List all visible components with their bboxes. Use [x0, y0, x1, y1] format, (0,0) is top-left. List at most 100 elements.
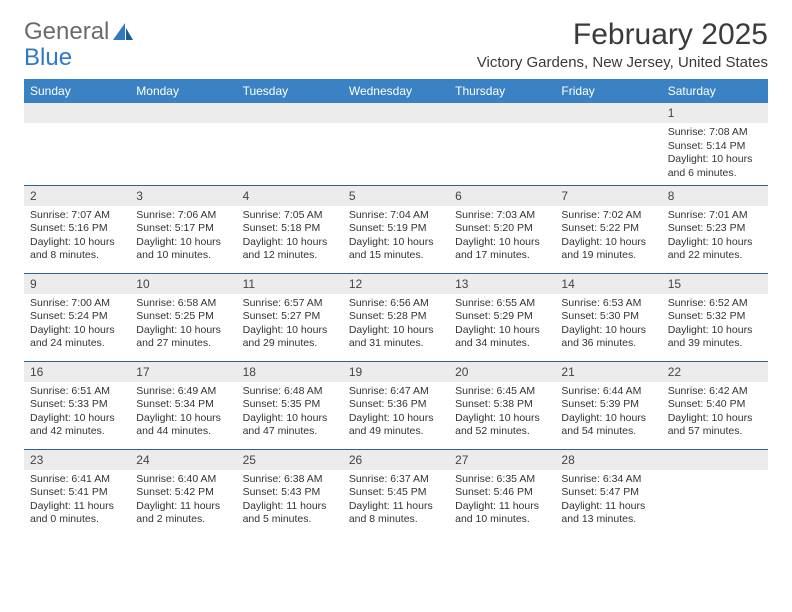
calendar-cell: 11Sunrise: 6:57 AMSunset: 5:27 PMDayligh… [237, 273, 343, 361]
calendar-cell: 19Sunrise: 6:47 AMSunset: 5:36 PMDayligh… [343, 361, 449, 449]
calendar-week-row: 2Sunrise: 7:07 AMSunset: 5:16 PMDaylight… [24, 185, 768, 273]
day-details: Sunrise: 6:40 AMSunset: 5:42 PMDaylight:… [130, 470, 236, 532]
month-title: February 2025 [477, 18, 768, 52]
day-details: Sunrise: 6:55 AMSunset: 5:29 PMDaylight:… [449, 294, 555, 356]
day-number: 12 [343, 274, 449, 294]
day-details: Sunrise: 6:41 AMSunset: 5:41 PMDaylight:… [24, 470, 130, 532]
calendar-cell [24, 103, 130, 185]
calendar-cell: 28Sunrise: 6:34 AMSunset: 5:47 PMDayligh… [555, 449, 661, 537]
calendar-week-row: 9Sunrise: 7:00 AMSunset: 5:24 PMDaylight… [24, 273, 768, 361]
calendar-cell: 26Sunrise: 6:37 AMSunset: 5:45 PMDayligh… [343, 449, 449, 537]
calendar-cell [662, 449, 768, 537]
day-header: Tuesday [237, 79, 343, 103]
day-number-empty [343, 103, 449, 123]
day-number: 13 [449, 274, 555, 294]
day-details: Sunrise: 6:42 AMSunset: 5:40 PMDaylight:… [662, 382, 768, 444]
day-header: Friday [555, 79, 661, 103]
day-number-empty [555, 103, 661, 123]
day-number-empty [237, 103, 343, 123]
calendar-cell: 17Sunrise: 6:49 AMSunset: 5:34 PMDayligh… [130, 361, 236, 449]
day-details: Sunrise: 6:56 AMSunset: 5:28 PMDaylight:… [343, 294, 449, 356]
day-number: 25 [237, 450, 343, 470]
day-number: 21 [555, 362, 661, 382]
calendar-cell [343, 103, 449, 185]
calendar-header-row: SundayMondayTuesdayWednesdayThursdayFrid… [24, 79, 768, 103]
calendar-cell: 10Sunrise: 6:58 AMSunset: 5:25 PMDayligh… [130, 273, 236, 361]
day-number: 4 [237, 186, 343, 206]
calendar-cell: 2Sunrise: 7:07 AMSunset: 5:16 PMDaylight… [24, 185, 130, 273]
day-number-empty [130, 103, 236, 123]
day-number: 27 [449, 450, 555, 470]
day-number-empty [24, 103, 130, 123]
calendar-cell: 24Sunrise: 6:40 AMSunset: 5:42 PMDayligh… [130, 449, 236, 537]
calendar-table: SundayMondayTuesdayWednesdayThursdayFrid… [24, 79, 768, 537]
day-number: 17 [130, 362, 236, 382]
calendar-cell: 21Sunrise: 6:44 AMSunset: 5:39 PMDayligh… [555, 361, 661, 449]
day-details: Sunrise: 6:45 AMSunset: 5:38 PMDaylight:… [449, 382, 555, 444]
day-details: Sunrise: 7:00 AMSunset: 5:24 PMDaylight:… [24, 294, 130, 356]
day-details: Sunrise: 7:03 AMSunset: 5:20 PMDaylight:… [449, 206, 555, 268]
day-details: Sunrise: 6:38 AMSunset: 5:43 PMDaylight:… [237, 470, 343, 532]
calendar-cell: 25Sunrise: 6:38 AMSunset: 5:43 PMDayligh… [237, 449, 343, 537]
day-header: Saturday [662, 79, 768, 103]
day-details: Sunrise: 6:51 AMSunset: 5:33 PMDaylight:… [24, 382, 130, 444]
calendar-cell: 1Sunrise: 7:08 AMSunset: 5:14 PMDaylight… [662, 103, 768, 185]
day-details: Sunrise: 7:08 AMSunset: 5:14 PMDaylight:… [662, 123, 768, 185]
day-details: Sunrise: 6:48 AMSunset: 5:35 PMDaylight:… [237, 382, 343, 444]
day-header: Sunday [24, 79, 130, 103]
calendar-cell: 13Sunrise: 6:55 AMSunset: 5:29 PMDayligh… [449, 273, 555, 361]
day-details: Sunrise: 7:01 AMSunset: 5:23 PMDaylight:… [662, 206, 768, 268]
logo-sail-icon [112, 22, 134, 42]
day-details: Sunrise: 6:53 AMSunset: 5:30 PMDaylight:… [555, 294, 661, 356]
calendar-cell [555, 103, 661, 185]
calendar-cell: 22Sunrise: 6:42 AMSunset: 5:40 PMDayligh… [662, 361, 768, 449]
calendar-cell: 18Sunrise: 6:48 AMSunset: 5:35 PMDayligh… [237, 361, 343, 449]
calendar-cell: 14Sunrise: 6:53 AMSunset: 5:30 PMDayligh… [555, 273, 661, 361]
day-details: Sunrise: 6:52 AMSunset: 5:32 PMDaylight:… [662, 294, 768, 356]
day-details: Sunrise: 7:07 AMSunset: 5:16 PMDaylight:… [24, 206, 130, 268]
day-number: 28 [555, 450, 661, 470]
calendar-cell [449, 103, 555, 185]
day-number: 11 [237, 274, 343, 294]
day-number: 23 [24, 450, 130, 470]
day-details: Sunrise: 6:47 AMSunset: 5:36 PMDaylight:… [343, 382, 449, 444]
day-details: Sunrise: 6:49 AMSunset: 5:34 PMDaylight:… [130, 382, 236, 444]
day-number: 20 [449, 362, 555, 382]
day-number: 15 [662, 274, 768, 294]
day-number: 14 [555, 274, 661, 294]
calendar-cell: 6Sunrise: 7:03 AMSunset: 5:20 PMDaylight… [449, 185, 555, 273]
day-header: Wednesday [343, 79, 449, 103]
day-number: 26 [343, 450, 449, 470]
day-details: Sunrise: 6:44 AMSunset: 5:39 PMDaylight:… [555, 382, 661, 444]
calendar-week-row: 1Sunrise: 7:08 AMSunset: 5:14 PMDaylight… [24, 103, 768, 185]
day-header: Monday [130, 79, 236, 103]
day-number: 1 [662, 103, 768, 123]
logo: General [24, 18, 134, 46]
day-number: 2 [24, 186, 130, 206]
day-number: 8 [662, 186, 768, 206]
day-header: Thursday [449, 79, 555, 103]
day-details: Sunrise: 6:57 AMSunset: 5:27 PMDaylight:… [237, 294, 343, 356]
day-number: 16 [24, 362, 130, 382]
calendar-week-row: 16Sunrise: 6:51 AMSunset: 5:33 PMDayligh… [24, 361, 768, 449]
day-details: Sunrise: 6:37 AMSunset: 5:45 PMDaylight:… [343, 470, 449, 532]
calendar-cell: 7Sunrise: 7:02 AMSunset: 5:22 PMDaylight… [555, 185, 661, 273]
calendar-cell: 5Sunrise: 7:04 AMSunset: 5:19 PMDaylight… [343, 185, 449, 273]
day-number: 7 [555, 186, 661, 206]
calendar-cell: 8Sunrise: 7:01 AMSunset: 5:23 PMDaylight… [662, 185, 768, 273]
day-details: Sunrise: 6:58 AMSunset: 5:25 PMDaylight:… [130, 294, 236, 356]
calendar-cell [130, 103, 236, 185]
calendar-cell: 4Sunrise: 7:05 AMSunset: 5:18 PMDaylight… [237, 185, 343, 273]
calendar-cell [237, 103, 343, 185]
day-number: 19 [343, 362, 449, 382]
header: General February 2025 Victory Gardens, N… [24, 18, 768, 71]
day-details: Sunrise: 7:04 AMSunset: 5:19 PMDaylight:… [343, 206, 449, 268]
day-details: Sunrise: 7:06 AMSunset: 5:17 PMDaylight:… [130, 206, 236, 268]
calendar-cell: 12Sunrise: 6:56 AMSunset: 5:28 PMDayligh… [343, 273, 449, 361]
calendar-cell: 3Sunrise: 7:06 AMSunset: 5:17 PMDaylight… [130, 185, 236, 273]
calendar-cell: 20Sunrise: 6:45 AMSunset: 5:38 PMDayligh… [449, 361, 555, 449]
calendar-cell: 16Sunrise: 6:51 AMSunset: 5:33 PMDayligh… [24, 361, 130, 449]
calendar-cell: 27Sunrise: 6:35 AMSunset: 5:46 PMDayligh… [449, 449, 555, 537]
day-number: 6 [449, 186, 555, 206]
day-number-empty [449, 103, 555, 123]
